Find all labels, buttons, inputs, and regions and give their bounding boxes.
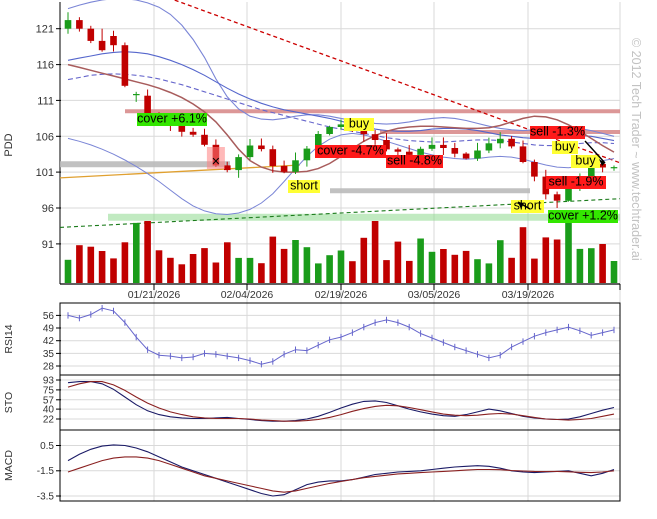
svg-text:96: 96	[42, 203, 54, 215]
svg-text:cover +1.2%: cover +1.2%	[548, 209, 618, 223]
svg-text:✕: ✕	[211, 156, 220, 168]
svg-text:42: 42	[43, 336, 55, 347]
svg-text:106: 106	[36, 131, 54, 143]
svg-text:cover +6.1%: cover +6.1%	[137, 112, 207, 126]
svg-text:sell -1.9%: sell -1.9%	[549, 175, 604, 189]
svg-text:121: 121	[36, 24, 54, 36]
svg-text:sell -4.8%: sell -4.8%	[387, 154, 442, 168]
svg-text:short: short	[514, 199, 542, 213]
svg-text:sell -1.3%: sell -1.3%	[530, 125, 585, 139]
svg-text:buy: buy	[349, 117, 370, 131]
svg-text:cover -4.7%: cover -4.7%	[317, 144, 384, 158]
svg-text:28: 28	[43, 362, 55, 373]
svg-text:03/05/2026: 03/05/2026	[408, 289, 461, 301]
svg-text:03/19/2026: 03/19/2026	[502, 289, 555, 301]
svg-text:PDD: PDD	[3, 133, 15, 156]
svg-text:02/04/2026: 02/04/2026	[221, 289, 274, 301]
svg-text:35: 35	[43, 349, 55, 360]
svg-text:91: 91	[42, 239, 54, 251]
svg-text:56: 56	[43, 311, 55, 322]
svg-text:02/19/2026: 02/19/2026	[315, 289, 368, 301]
svg-text:-3.5: -3.5	[37, 492, 55, 503]
svg-text:01/21/2026: 01/21/2026	[128, 289, 181, 301]
svg-text:© 2012 Tech Trader ~ www.techt: © 2012 Tech Trader ~ www.techtrader.ai	[629, 38, 643, 261]
svg-text:buy: buy	[555, 140, 576, 154]
svg-text:-1.5: -1.5	[37, 466, 55, 477]
svg-text:RSI14: RSI14	[3, 324, 15, 353]
svg-text:116: 116	[36, 60, 54, 72]
svg-text:101: 101	[36, 167, 54, 179]
svg-text:111: 111	[37, 95, 54, 107]
svg-text:22: 22	[43, 415, 55, 426]
svg-text:short: short	[290, 179, 318, 193]
svg-text:MACD: MACD	[3, 450, 15, 481]
svg-text:0.5: 0.5	[40, 441, 54, 452]
svg-text:STO: STO	[3, 392, 15, 413]
svg-text:buy: buy	[575, 154, 596, 168]
svg-text:49: 49	[43, 324, 55, 335]
